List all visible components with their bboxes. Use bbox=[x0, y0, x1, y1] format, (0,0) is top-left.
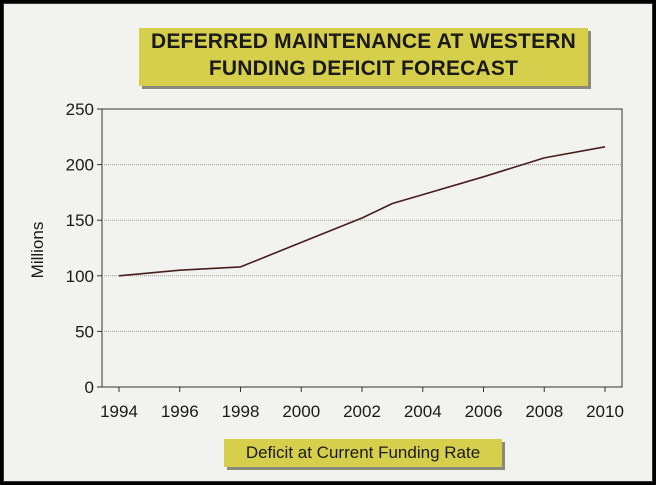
series-line bbox=[118, 146, 606, 277]
y-tick-label: 50 bbox=[75, 322, 94, 341]
x-tick-label: 1998 bbox=[222, 402, 260, 421]
plot-area bbox=[101, 108, 623, 388]
chart-plot: 0 50 100 150 200 250 1994 1996 1998 2000 2002 2004 2… bbox=[66, 100, 624, 421]
chart-subtitle: FUNDING DEFICIT FORECAST bbox=[208, 57, 519, 80]
x-tick-label: 2004 bbox=[404, 402, 442, 421]
x-tick-label: 2000 bbox=[282, 402, 320, 421]
x-tick-label: 1994 bbox=[100, 402, 138, 421]
y-tick-label: 250 bbox=[66, 100, 94, 119]
x-tick-label: 2008 bbox=[525, 402, 563, 421]
x-tick-label: 2002 bbox=[343, 402, 381, 421]
x-tick-label: 2010 bbox=[586, 402, 624, 421]
y-tick-label: 150 bbox=[66, 211, 94, 230]
y-tick-label: 100 bbox=[66, 267, 94, 286]
chart-frame: DEFERRED MAINTENANCE AT WESTERN FUNDING … bbox=[3, 3, 653, 482]
chart-title: DEFERRED MAINTENANCE AT WESTERN bbox=[150, 30, 577, 53]
y-tick-label: 200 bbox=[66, 156, 94, 175]
chart-title-box: DEFERRED MAINTENANCE AT WESTERN FUNDING … bbox=[139, 28, 588, 86]
x-tick-label: 2006 bbox=[465, 402, 503, 421]
x-tick-label: 1996 bbox=[161, 402, 199, 421]
chart-caption: Deficit at Current Funding Rate bbox=[224, 439, 502, 467]
y-tick-label: 0 bbox=[85, 378, 94, 397]
